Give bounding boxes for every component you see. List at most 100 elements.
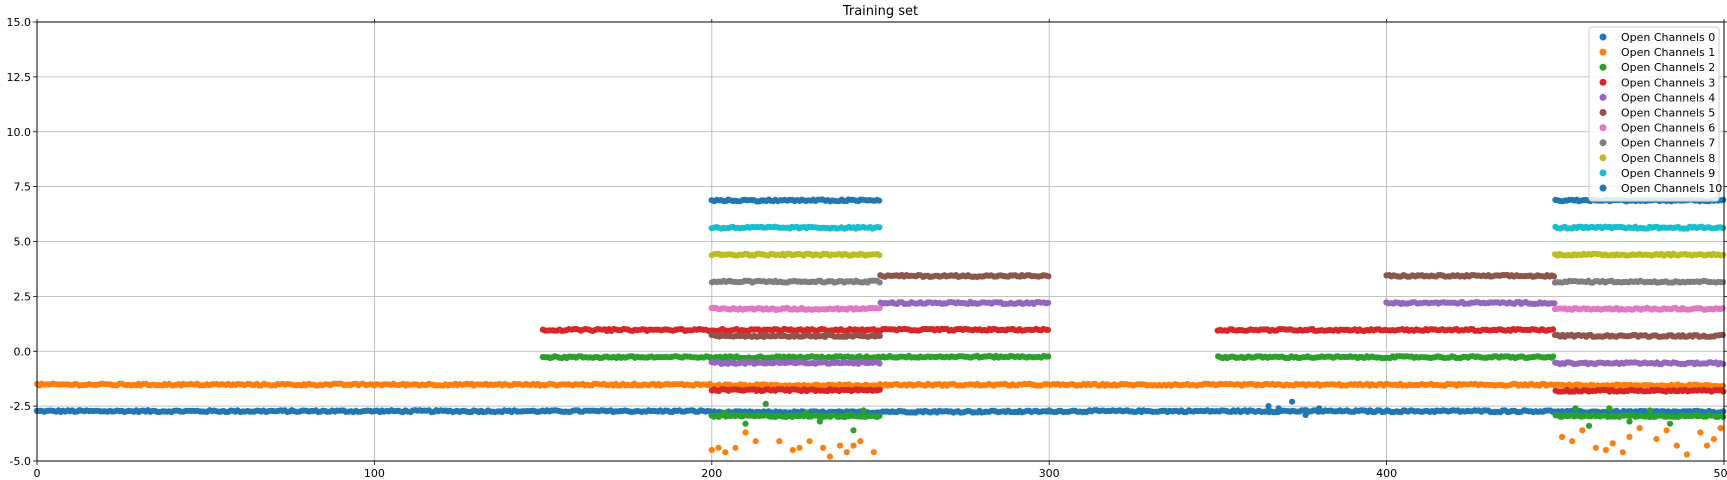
x-tick-label: 300	[1039, 467, 1060, 480]
y-tick-label: 2.5	[14, 290, 32, 303]
outlier-point	[708, 446, 715, 454]
outlier-point	[806, 438, 813, 445]
outlier-point	[803, 409, 810, 416]
legend: Open Channels 0 Open Channels 1 Open Chann…	[1588, 26, 1722, 202]
outlier-point	[836, 442, 844, 449]
point	[1719, 331, 1726, 339]
point	[1045, 299, 1052, 306]
outlier-point	[1609, 440, 1616, 447]
point	[1549, 326, 1557, 333]
outlier-point	[722, 409, 729, 416]
series-1	[34, 380, 1726, 390]
point	[876, 360, 883, 367]
outlier-point	[762, 400, 769, 407]
point	[876, 332, 883, 339]
y-tick-label: 7.5	[14, 181, 32, 194]
legend-label: Open Channels 1	[1621, 46, 1715, 59]
point	[1719, 224, 1727, 231]
point	[876, 197, 883, 204]
outlier-point	[850, 427, 857, 434]
point	[876, 412, 883, 420]
series-5	[708, 271, 1726, 340]
outlier-point	[796, 444, 803, 451]
point	[1550, 273, 1558, 280]
outliers-0	[1265, 398, 1323, 418]
outlier-point	[732, 444, 739, 451]
chart-title: Training set	[842, 4, 918, 19]
series-3	[539, 325, 1727, 395]
legend-marker	[1599, 63, 1607, 71]
outlier-point	[1636, 425, 1643, 432]
outlier-point	[820, 444, 827, 451]
point	[1720, 388, 1727, 395]
outlier-point	[742, 420, 749, 427]
point	[876, 224, 883, 231]
outlier-point	[860, 407, 867, 414]
outlier-point	[1693, 411, 1701, 418]
y-tick-label: -2.5	[10, 400, 31, 413]
legend-label: Open Channels 5	[1621, 107, 1715, 120]
legend-box	[1588, 26, 1720, 202]
x-tick-label: 500	[1714, 467, 1727, 480]
outlier-point	[826, 453, 834, 460]
series-6	[708, 304, 1726, 313]
outlier-point	[1626, 418, 1633, 425]
outlier-point	[843, 411, 850, 418]
outlier-point	[742, 429, 749, 436]
point	[1045, 273, 1052, 280]
y-tick-label: 10.0	[7, 126, 32, 139]
legend-label: Open Channels 6	[1621, 122, 1715, 135]
point	[1720, 408, 1727, 415]
x-tick-label: 200	[701, 467, 722, 480]
outlier-point	[1569, 438, 1576, 445]
legend-marker	[1599, 78, 1607, 86]
grid-lines	[36, 21, 1725, 462]
legend-label: Open Channels 9	[1621, 167, 1715, 180]
outlier-point	[1646, 407, 1653, 414]
legend-label: Open Channels 7	[1621, 137, 1715, 150]
series-7	[708, 277, 1726, 286]
outlier-point	[1265, 403, 1272, 410]
legend-marker	[1599, 154, 1607, 162]
legend-label: Open Channels 2	[1621, 61, 1715, 74]
outlier-point	[1585, 422, 1593, 429]
outlier-point	[1275, 405, 1282, 412]
point	[1551, 300, 1558, 307]
outlier-point	[1602, 446, 1609, 454]
series-10	[708, 196, 1727, 205]
legend-label: Open Channels 4	[1621, 91, 1715, 104]
outliers-2	[722, 400, 1701, 434]
point	[1044, 326, 1051, 334]
data-points	[33, 196, 1727, 460]
series-9	[708, 223, 1727, 232]
outlier-point	[752, 438, 759, 445]
legend-label: Open Channels 0	[1621, 31, 1715, 44]
point	[1549, 353, 1557, 360]
x-tick-label: 400	[1376, 467, 1397, 480]
outlier-point	[870, 449, 877, 456]
outlier-point	[850, 442, 857, 449]
point	[1719, 305, 1726, 312]
outlier-point	[1653, 436, 1660, 443]
point	[1045, 353, 1052, 360]
point	[1719, 279, 1726, 286]
point	[1720, 361, 1727, 368]
outlier-point	[1316, 405, 1323, 412]
outlier-point	[1619, 449, 1626, 456]
y-tick-label: -5.0	[10, 455, 31, 468]
legend-marker	[1599, 33, 1607, 41]
outlier-point	[1710, 436, 1717, 443]
legend-label: Open Channels 8	[1621, 152, 1715, 165]
outlier-point	[1717, 425, 1724, 432]
legend-marker	[1599, 139, 1607, 147]
outlier-point	[1683, 451, 1690, 458]
x-tick-label: 100	[364, 467, 385, 480]
outlier-point	[715, 444, 722, 451]
point	[876, 279, 883, 286]
point	[1720, 251, 1727, 258]
y-tick-label: 0.0	[14, 345, 32, 358]
outlier-point	[1592, 444, 1599, 451]
outlier-point	[789, 446, 796, 454]
outliers-1	[708, 425, 1724, 460]
outlier-point	[1697, 429, 1704, 436]
